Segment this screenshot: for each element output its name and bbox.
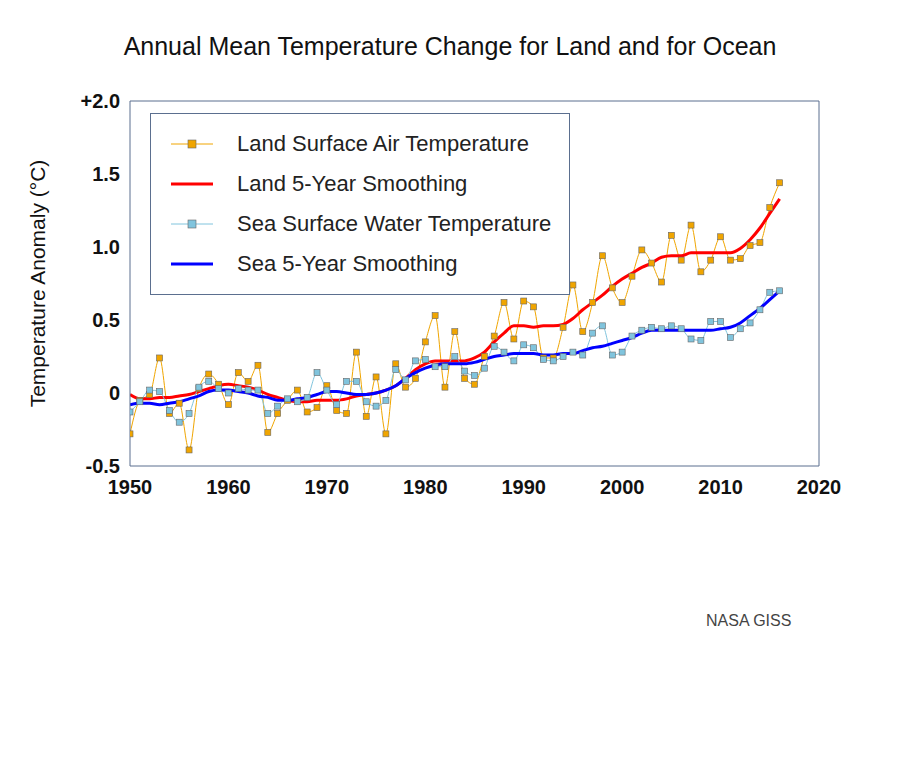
svg-text:1960: 1960 [206, 476, 251, 498]
svg-text:1970: 1970 [305, 476, 350, 498]
html-text:Sea 5-Year Smoothing: Sea 5-Year Smoothing [237, 251, 458, 276]
svg-text:Temperature Anomaly (°C): Temperature Anomaly (°C) [26, 160, 49, 408]
svg-text:2000: 2000 [600, 476, 645, 498]
svg-text:0.5: 0.5 [92, 309, 120, 331]
html-text:Land Surface Air Temperature: Land Surface Air Temperature [237, 131, 529, 156]
svg-text:0: 0 [109, 382, 120, 404]
svg-text:1980: 1980 [403, 476, 448, 498]
svg-text:1.0: 1.0 [92, 236, 120, 258]
svg-text:1.5: 1.5 [92, 163, 120, 185]
svg-text:-0.5: -0.5 [86, 455, 120, 477]
html-text:NASA GISS: NASA GISS [706, 612, 792, 629]
svg-text:1950: 1950 [108, 476, 153, 498]
svg-text:2020: 2020 [797, 476, 842, 498]
html-text:Land 5-Year Smoothing: Land 5-Year Smoothing [237, 171, 468, 196]
svg-text:2010: 2010 [698, 476, 743, 498]
svg-text:1990: 1990 [501, 476, 546, 498]
html-text:Annual Mean Temperature Change: Annual Mean Temperature Change for Land … [123, 32, 777, 60]
html-text:Sea Surface Water Temperature: Sea Surface Water Temperature [237, 211, 552, 236]
svg-text:+2.0: +2.0 [81, 90, 120, 112]
